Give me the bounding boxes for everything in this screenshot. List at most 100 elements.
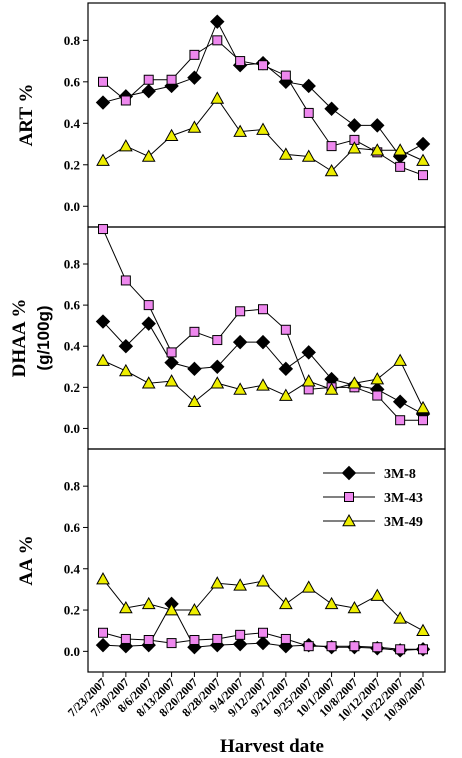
data-point-3m-43 [98, 224, 108, 235]
data-point-3m-43 [418, 170, 428, 181]
y-axis-label: ART % [16, 84, 37, 147]
chart-panels: 0.0 0.2 0.4 0.6 0.8 ART % 0.0 0.2 0.4 0.6 0.8 DHAA … [9, 2, 446, 673]
x-axis-label: Harvest date [220, 736, 324, 757]
data-point-3m-8 [164, 355, 179, 370]
data-point-3m-8 [415, 136, 431, 152]
data-point-3m-43 [189, 326, 200, 337]
data-point-3m-43 [189, 49, 200, 60]
data-point-3m-49 [324, 382, 339, 395]
y-tick-label: 0.2 [64, 603, 80, 618]
data-point-3m-43 [212, 35, 223, 46]
data-point-3m-8 [232, 636, 248, 652]
y-tick-label: 0.2 [64, 380, 80, 395]
data-point-3m-8 [95, 637, 111, 653]
data-point-3m-49 [279, 596, 293, 610]
data-point-3m-43 [303, 107, 314, 118]
legend: 3M-8 3M-43 3M-49 [323, 465, 423, 530]
data-point-3m-49 [347, 600, 362, 614]
data-point-3m-43 [143, 634, 154, 645]
data-point-3m-49 [164, 128, 179, 142]
data-point-3m-49 [324, 596, 339, 610]
data-point-3m-49 [233, 124, 247, 137]
data-point-3m-49 [416, 623, 430, 637]
data-point-3m-43 [349, 641, 360, 652]
data-point-3m-49 [279, 147, 293, 160]
data-point-3m-8 [118, 339, 134, 354]
data-point-3m-49 [233, 382, 247, 395]
data-point-3m-43 [418, 644, 428, 655]
data-point-3m-43 [166, 74, 177, 85]
data-point-3m-43 [235, 629, 246, 640]
data-point-3m-8 [347, 118, 362, 133]
data-point-3m-49 [370, 588, 385, 601]
y-tick-label: 0.6 [64, 520, 81, 535]
panel-frame [87, 226, 446, 450]
data-point-3m-43 [98, 627, 108, 638]
data-point-3m-49 [324, 163, 339, 177]
data-point-3m-8 [370, 118, 385, 133]
data-point-3m-8 [187, 70, 202, 85]
data-point-3m-43 [395, 415, 406, 426]
data-point-3m-49 [393, 611, 407, 624]
data-point-3m-49 [210, 91, 225, 104]
data-point-3m-8 [210, 359, 225, 374]
data-point-3m-49 [210, 576, 225, 589]
data-point-3m-43 [258, 627, 268, 638]
y-axis-label: DHAA % [9, 299, 30, 378]
data-point-3m-49 [347, 376, 362, 389]
data-point-3m-43 [235, 306, 246, 317]
data-point-3m-8 [255, 635, 271, 651]
data-point-3m-49 [96, 572, 110, 585]
panel-2: 0.0 0.2 0.4 0.6 0.8 AA % [16, 448, 446, 673]
y-tick-label: 0.0 [64, 421, 80, 436]
y-tick-label: 0.8 [64, 257, 81, 272]
legend-marker-3m-8 [341, 465, 357, 481]
data-point-3m-8 [95, 95, 111, 110]
data-point-3m-49 [119, 139, 133, 152]
legend-marker-3m-43 [344, 492, 354, 502]
y-tick-label: 0.6 [64, 298, 81, 313]
data-point-3m-43 [189, 634, 200, 645]
y-tick-label: 0.0 [64, 644, 80, 659]
data-point-3m-49 [96, 353, 110, 366]
legend-label: 3M-8 [384, 467, 416, 482]
data-point-3m-49 [301, 374, 316, 387]
data-point-3m-49 [187, 120, 202, 133]
y-tick-label: 0.8 [64, 33, 81, 48]
legend-marker-3m-49 [342, 513, 356, 527]
data-point-3m-43 [395, 161, 406, 172]
legend-label: 3M-49 [384, 515, 423, 530]
y-tick-label: 0.6 [64, 74, 81, 89]
panel-frame [87, 448, 446, 673]
data-point-3m-8 [255, 334, 271, 350]
legend-label: 3M-43 [384, 491, 423, 506]
data-point-3m-43 [280, 324, 291, 335]
panel-0: 0.0 0.2 0.4 0.6 0.8 ART % [16, 2, 446, 228]
y-tick-label: 0.8 [64, 479, 81, 494]
data-point-3m-49 [347, 141, 362, 154]
data-point-3m-8 [232, 334, 248, 350]
data-point-3m-49 [164, 374, 179, 387]
y-tick-label: 0.4 [64, 339, 81, 354]
data-point-3m-49 [256, 378, 270, 391]
data-point-3m-49 [187, 603, 202, 616]
data-point-3m-8 [141, 83, 156, 99]
data-point-3m-43 [166, 347, 177, 358]
data-point-3m-49 [279, 388, 293, 401]
data-point-3m-49 [301, 580, 316, 593]
data-point-3m-8 [324, 101, 339, 116]
data-point-3m-8 [187, 361, 202, 377]
data-point-3m-49 [141, 149, 156, 162]
data-point-3m-43 [395, 644, 406, 655]
x-axis-tick-labels: 7/23/20077/30/20078/6/20078/13/20078/20/… [65, 672, 429, 724]
data-point-3m-49 [164, 603, 179, 616]
data-point-3m-43 [212, 335, 223, 346]
data-point-3m-49 [393, 143, 407, 156]
data-point-3m-43 [258, 60, 268, 71]
data-point-3m-49 [393, 353, 407, 366]
data-point-3m-8 [301, 345, 316, 360]
data-point-3m-43 [280, 633, 291, 644]
data-point-3m-43 [120, 275, 131, 286]
data-point-3m-8 [301, 78, 316, 94]
data-point-3m-49 [96, 153, 110, 166]
